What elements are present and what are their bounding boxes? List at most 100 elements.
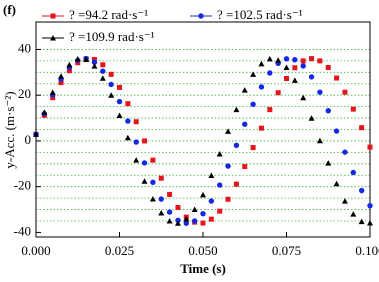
data-point xyxy=(342,89,348,95)
data-point xyxy=(200,191,206,198)
data-point xyxy=(358,218,365,225)
y-tick-label: -20 xyxy=(14,178,31,193)
x-tick-label: 0.000 xyxy=(21,243,50,258)
data-point xyxy=(217,182,223,188)
data-point xyxy=(158,209,165,216)
data-point xyxy=(141,178,148,184)
data-point xyxy=(91,59,98,65)
data-point xyxy=(99,75,106,81)
x-tick-label: 0.025 xyxy=(105,243,134,258)
data-point xyxy=(167,191,173,197)
data-point xyxy=(292,57,298,63)
data-point xyxy=(325,65,331,71)
data-point xyxy=(300,58,306,64)
data-point xyxy=(258,60,265,67)
y-tick-label: 40 xyxy=(18,40,31,55)
data-point xyxy=(300,63,306,69)
data-point xyxy=(183,216,190,222)
data-point xyxy=(325,160,332,166)
data-point xyxy=(91,63,98,69)
data-point xyxy=(133,139,139,145)
data-point xyxy=(33,131,39,137)
data-point xyxy=(258,84,265,90)
data-point xyxy=(233,106,240,113)
data-point xyxy=(284,75,289,81)
data-point xyxy=(175,204,181,210)
data-point xyxy=(50,95,56,101)
data-point xyxy=(208,172,215,178)
data-point xyxy=(208,198,215,204)
legend-label: ? =94.2 rad·s⁻¹ xyxy=(69,7,148,22)
data-point xyxy=(124,134,131,141)
data-point xyxy=(225,128,232,134)
legend-label: ? =109.9 rad·s⁻¹ xyxy=(69,29,155,44)
data-point xyxy=(125,101,131,107)
y-tick-label: 0 xyxy=(25,132,32,147)
data-point xyxy=(350,169,356,176)
data-point xyxy=(350,106,356,112)
data-point xyxy=(267,70,273,76)
data-point xyxy=(309,56,315,62)
data-point xyxy=(250,145,256,151)
data-point xyxy=(125,118,131,124)
data-point xyxy=(66,68,72,74)
data-point xyxy=(100,68,106,74)
data-point xyxy=(41,109,48,115)
data-point xyxy=(242,164,248,170)
data-point xyxy=(300,94,307,101)
data-point xyxy=(258,125,264,131)
data-point xyxy=(275,90,281,96)
data-point xyxy=(117,84,122,90)
data-point xyxy=(333,180,340,187)
data-point xyxy=(275,57,282,63)
data-point xyxy=(166,217,173,224)
panel-label: (f) xyxy=(3,2,16,17)
data-point xyxy=(250,71,257,77)
legend-marker xyxy=(50,13,56,19)
data-point xyxy=(350,211,357,217)
data-point xyxy=(317,58,323,64)
data-point xyxy=(316,137,323,144)
data-point xyxy=(217,208,223,214)
data-point xyxy=(233,181,239,187)
data-point xyxy=(342,149,348,155)
data-point xyxy=(358,187,365,194)
data-point xyxy=(158,175,164,181)
data-point xyxy=(291,77,298,83)
data-point xyxy=(108,92,115,98)
data-point xyxy=(216,150,223,157)
data-point xyxy=(283,64,290,71)
data-point xyxy=(292,65,298,71)
data-point xyxy=(317,89,323,95)
data-point xyxy=(74,56,81,62)
data-point xyxy=(183,220,189,226)
data-point xyxy=(91,57,97,63)
data-point xyxy=(267,107,273,113)
data-point xyxy=(100,62,106,68)
data-point xyxy=(359,125,365,131)
data-point xyxy=(333,128,340,134)
data-point xyxy=(133,119,139,125)
y-axis-title: y-Acc. (m·s⁻²) xyxy=(2,91,17,168)
data-point xyxy=(58,73,65,79)
data-point xyxy=(149,196,156,202)
data-point xyxy=(367,144,373,150)
data-point xyxy=(58,80,64,86)
data-point xyxy=(133,157,140,163)
data-point xyxy=(266,55,273,62)
data-point xyxy=(150,157,156,163)
data-point xyxy=(341,198,348,204)
data-point xyxy=(208,216,214,222)
data-point xyxy=(108,81,114,88)
data-point xyxy=(225,196,231,202)
y-tick-label: 20 xyxy=(18,86,31,101)
data-point xyxy=(66,61,73,68)
data-point xyxy=(49,89,56,95)
data-point xyxy=(200,220,206,226)
data-point xyxy=(108,71,114,77)
data-point xyxy=(367,202,373,209)
data-point xyxy=(241,87,248,93)
data-point xyxy=(116,112,123,119)
data-point xyxy=(141,160,148,166)
data-point xyxy=(283,56,290,62)
